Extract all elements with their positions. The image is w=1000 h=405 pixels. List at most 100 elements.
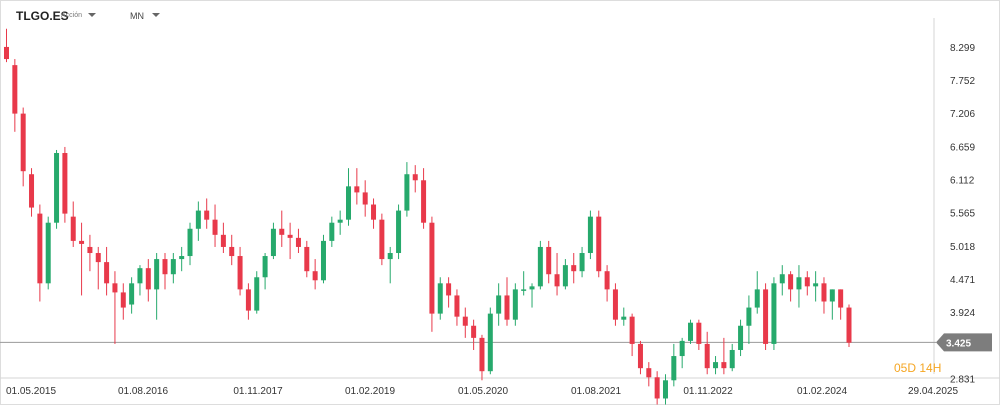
candle-down[interactable]	[220, 234, 226, 247]
candle-up[interactable]	[170, 259, 176, 275]
candle-down[interactable]	[838, 289, 844, 308]
candle-up[interactable]	[754, 289, 760, 308]
candle-up[interactable]	[396, 210, 402, 254]
candle-up[interactable]	[688, 322, 694, 341]
candle-down[interactable]	[788, 274, 794, 290]
candle-down[interactable]	[429, 222, 435, 314]
candle-down[interactable]	[696, 322, 702, 344]
candle-up[interactable]	[270, 228, 276, 257]
candle-down[interactable]	[354, 186, 360, 193]
candle-up[interactable]	[320, 240, 326, 281]
candle-down[interactable]	[546, 246, 552, 275]
candle-down[interactable]	[87, 246, 93, 254]
candle-down[interactable]	[554, 274, 560, 287]
candle-up[interactable]	[771, 283, 777, 344]
candle-down[interactable]	[162, 259, 168, 275]
candle-down[interactable]	[612, 289, 618, 320]
candle-down[interactable]	[379, 219, 385, 260]
candle-up[interactable]	[346, 186, 352, 220]
candle-down[interactable]	[120, 292, 126, 308]
candle-up[interactable]	[129, 283, 135, 305]
candle-down[interactable]	[237, 256, 243, 290]
candle-down[interactable]	[79, 240, 85, 244]
candle-down[interactable]	[145, 268, 151, 290]
candle-down[interactable]	[95, 253, 101, 263]
candle-up[interactable]	[512, 289, 518, 320]
candle-up[interactable]	[254, 277, 260, 311]
candle-down[interactable]	[29, 174, 35, 208]
candle-down[interactable]	[229, 246, 235, 257]
candle-down[interactable]	[821, 283, 827, 302]
chevron-down-icon[interactable]	[88, 13, 96, 17]
candle-up[interactable]	[796, 277, 802, 290]
candle-up[interactable]	[187, 228, 193, 257]
candle-down[interactable]	[721, 362, 727, 369]
candle-up[interactable]	[496, 295, 502, 314]
candle-down[interactable]	[637, 343, 643, 369]
candle-down[interactable]	[479, 337, 485, 372]
candle-down[interactable]	[454, 295, 460, 317]
candle-up[interactable]	[195, 210, 201, 229]
candle-up[interactable]	[437, 283, 443, 314]
candle-up[interactable]	[529, 286, 535, 290]
candle-down[interactable]	[646, 368, 652, 378]
candle-down[interactable]	[571, 265, 577, 272]
candle-up[interactable]	[562, 265, 568, 287]
candle-down[interactable]	[846, 307, 852, 343]
candle-up[interactable]	[137, 268, 143, 284]
candle-up[interactable]	[54, 153, 60, 223]
candle-up[interactable]	[521, 289, 527, 291]
candle-down[interactable]	[279, 228, 285, 235]
candle-down[interactable]	[62, 153, 68, 214]
candle-down[interactable]	[204, 210, 210, 220]
candle-down[interactable]	[654, 377, 660, 399]
candle-up[interactable]	[579, 253, 585, 272]
candle-up[interactable]	[179, 256, 185, 260]
candle-down[interactable]	[704, 343, 710, 369]
candle-down[interactable]	[596, 216, 602, 272]
candle-up[interactable]	[404, 174, 410, 211]
candle-down[interactable]	[421, 180, 427, 223]
candle-up[interactable]	[387, 253, 393, 260]
candle-up[interactable]	[713, 362, 719, 369]
candle-up[interactable]	[662, 380, 668, 399]
candle-down[interactable]	[245, 289, 251, 311]
candle-up[interactable]	[729, 349, 735, 369]
candle-up[interactable]	[829, 289, 835, 302]
interval-selector[interactable]: MN	[130, 11, 144, 21]
candle-down[interactable]	[104, 262, 110, 284]
candle-down[interactable]	[295, 237, 301, 247]
candle-up[interactable]	[154, 259, 160, 290]
candle-up[interactable]	[746, 307, 752, 326]
candle-down[interactable]	[20, 113, 26, 172]
candle-down[interactable]	[312, 271, 318, 281]
candle-up[interactable]	[779, 274, 785, 284]
candle-down[interactable]	[37, 213, 43, 284]
candle-down[interactable]	[763, 289, 769, 344]
candle-down[interactable]	[4, 46, 9, 60]
candle-down[interactable]	[462, 316, 468, 326]
candle-down[interactable]	[362, 192, 368, 205]
candle-up[interactable]	[537, 246, 543, 287]
candle-up[interactable]	[671, 356, 677, 381]
candle-up[interactable]	[337, 219, 343, 223]
candle-down[interactable]	[212, 219, 218, 235]
candle-down[interactable]	[412, 174, 418, 181]
candle-down[interactable]	[604, 271, 610, 290]
candle-up[interactable]	[487, 313, 493, 372]
chevron-down-icon[interactable]	[152, 13, 160, 17]
candle-down[interactable]	[446, 283, 452, 296]
candle-up[interactable]	[329, 222, 335, 241]
candle-up[interactable]	[679, 340, 685, 357]
candle-down[interactable]	[304, 246, 310, 272]
candle-down[interactable]	[804, 277, 810, 287]
candle-down[interactable]	[70, 216, 76, 241]
candle-down[interactable]	[12, 65, 18, 114]
candle-up[interactable]	[587, 216, 593, 254]
candle-up[interactable]	[45, 222, 51, 284]
candle-down[interactable]	[504, 295, 510, 320]
candle-down[interactable]	[287, 234, 293, 238]
candle-down[interactable]	[371, 204, 377, 220]
candle-up[interactable]	[738, 325, 744, 350]
